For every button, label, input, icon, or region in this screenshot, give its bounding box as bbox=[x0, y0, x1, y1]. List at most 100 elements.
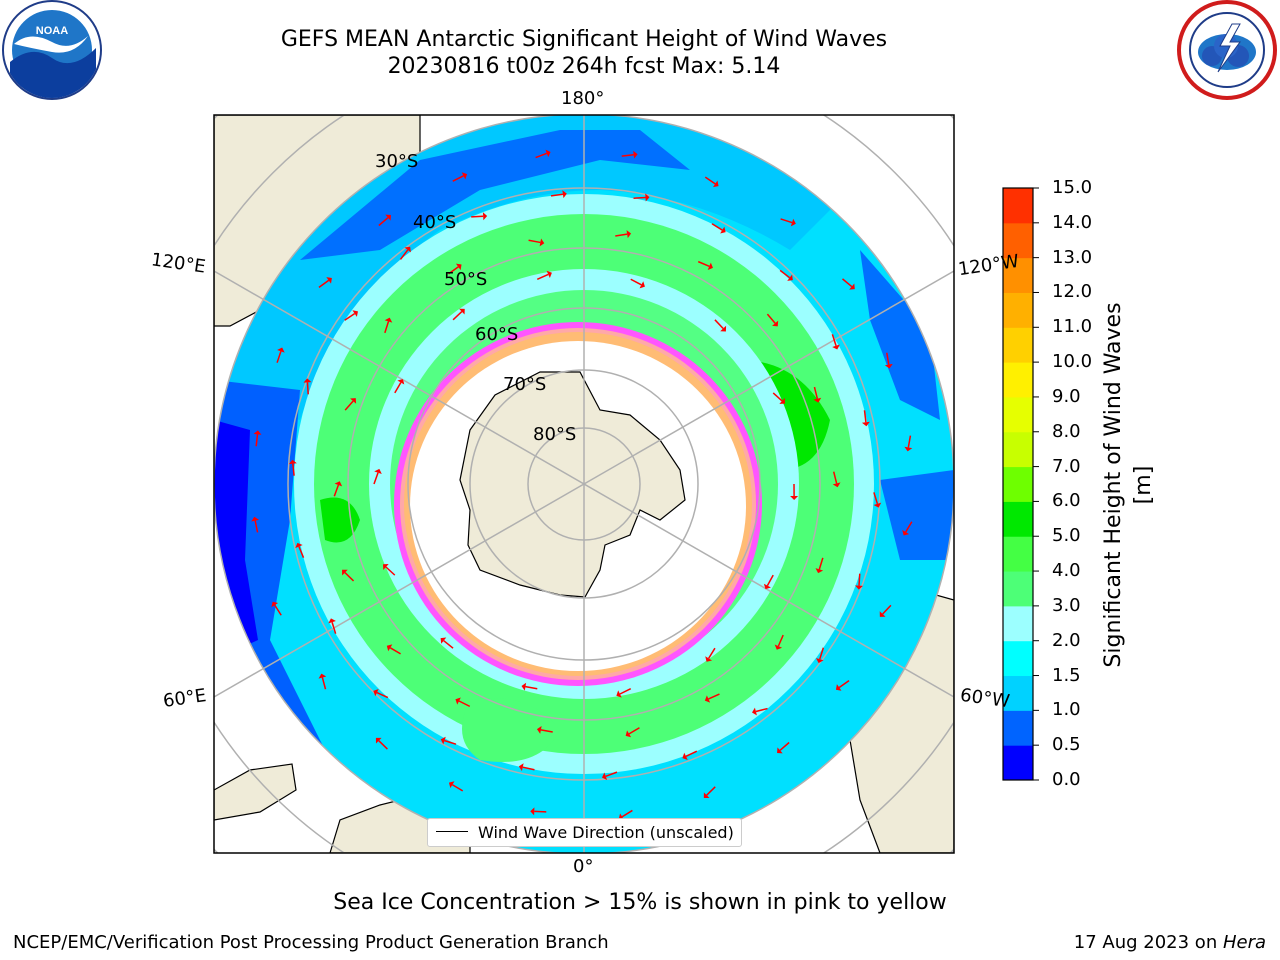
wave-arrow-shaft bbox=[378, 740, 388, 750]
colorbar-swatch bbox=[1003, 466, 1033, 502]
wave-arrow-head bbox=[712, 180, 719, 188]
colorbar-tick-label: 12.0 bbox=[1052, 281, 1093, 303]
wave-arrow-head bbox=[884, 363, 893, 369]
lat-label-80s: 80°S bbox=[533, 424, 577, 445]
footer-credit: NCEP/EMC/Verification Post Processing Pr… bbox=[13, 932, 609, 953]
wave-arrow-head bbox=[455, 697, 461, 705]
colorbar-swatch bbox=[1003, 640, 1033, 677]
colorbar-tick-label: 13.0 bbox=[1052, 246, 1093, 268]
wave-arrow-shaft bbox=[706, 786, 716, 796]
colorbar-tick-label: 5.0 bbox=[1052, 525, 1081, 547]
wave-arrow-head bbox=[601, 772, 608, 781]
wave-arrow-shaft bbox=[605, 771, 618, 777]
wave-arrow-head bbox=[448, 781, 455, 789]
wave-arrow-shaft bbox=[842, 278, 853, 288]
wave-arrow-shaft bbox=[780, 218, 793, 224]
wave-arrow-head bbox=[704, 695, 711, 703]
wave-arrow-shaft bbox=[276, 351, 282, 363]
wave-arrow-shaft bbox=[708, 693, 720, 700]
wave-arrow-head bbox=[815, 568, 824, 574]
wave-arrow-shaft bbox=[525, 685, 538, 690]
wave-arrow-shaft bbox=[385, 566, 396, 576]
wave-arrow-head bbox=[518, 763, 524, 772]
wave-arrow-head bbox=[849, 283, 855, 290]
wave-arrow-shaft bbox=[882, 604, 892, 615]
wave-arrow-head bbox=[536, 725, 542, 734]
wave-arrow-head bbox=[295, 542, 303, 549]
footer-date-text: 17 Aug 2023 on bbox=[1073, 932, 1223, 953]
footer-machine: Hera bbox=[1222, 932, 1266, 953]
wave-arrow-shaft bbox=[399, 249, 409, 260]
wave-arrow-shaft bbox=[443, 640, 454, 649]
colorbar-border bbox=[1002, 187, 1034, 781]
wave-arrow-shaft bbox=[886, 352, 890, 365]
colorbar-tick-label: 0.0 bbox=[1052, 769, 1081, 790]
wave-arrow-head bbox=[373, 688, 379, 697]
wave-arrow-shaft bbox=[766, 574, 774, 586]
lon-label-0: 0° bbox=[573, 856, 594, 877]
colorbar-tick-label: 6.0 bbox=[1052, 490, 1081, 512]
wave-arrow-shaft bbox=[528, 239, 541, 244]
wave-arrow-head bbox=[720, 226, 726, 234]
wave-arrow-head bbox=[626, 230, 632, 239]
wave-arrow-shaft bbox=[779, 741, 790, 751]
wave-arrow-shaft bbox=[697, 260, 710, 268]
wave-arrow-shaft bbox=[621, 809, 633, 818]
wave-arrow-shaft bbox=[344, 400, 354, 411]
wave-arrow-shaft bbox=[321, 677, 327, 690]
wave-arrow-shaft bbox=[863, 410, 867, 423]
wave-arrow-shaft bbox=[619, 688, 632, 695]
colorbar-swatch bbox=[1003, 710, 1033, 746]
lat-label-70s: 70°S bbox=[503, 374, 547, 395]
colorbar-swatch bbox=[1003, 327, 1033, 363]
colorbar-swatch bbox=[1003, 362, 1033, 398]
wave-arrow-head bbox=[342, 569, 348, 576]
wave-arrow-shaft bbox=[452, 311, 463, 321]
map-legend: Wind Wave Direction (unscaled) bbox=[427, 818, 742, 847]
graticule bbox=[214, 115, 954, 853]
wave-arrow-head bbox=[383, 564, 389, 570]
wave-arrow-head bbox=[813, 397, 822, 403]
wave-arrow-shaft bbox=[378, 217, 389, 227]
wave-arrow-head bbox=[873, 502, 882, 508]
wave-arrow-shaft bbox=[254, 520, 259, 533]
wave-arrow-shaft bbox=[292, 463, 295, 476]
wave-arrow-shaft bbox=[384, 321, 390, 334]
wave-arrow-shaft bbox=[536, 273, 549, 280]
wave-arrow-shaft bbox=[298, 546, 305, 558]
colorbar-swatch bbox=[1003, 571, 1033, 607]
wave-arrow-shaft bbox=[633, 196, 646, 200]
wave-arrow-head bbox=[326, 277, 332, 284]
colorbar-label: Significant Height of Wind Waves [m] bbox=[1101, 302, 1156, 668]
wave-arrow-head bbox=[374, 468, 382, 475]
wave-arrow-shaft bbox=[306, 382, 309, 395]
wave-arrow-head bbox=[707, 262, 713, 270]
wave-arrow-shaft bbox=[389, 647, 401, 655]
colorbar-tick-label: 1.5 bbox=[1052, 664, 1081, 686]
wave-arrow-shaft bbox=[615, 233, 628, 237]
colorbar-swatch bbox=[1003, 257, 1033, 293]
wave-arrow-head bbox=[440, 637, 447, 644]
wave-arrow-shaft bbox=[708, 647, 716, 659]
wave-arrow-shaft bbox=[772, 392, 783, 402]
wave-arrow-head bbox=[385, 214, 391, 221]
lat-label-60s: 60°S bbox=[475, 324, 519, 345]
wave-arrow-shaft bbox=[818, 557, 824, 570]
wave-arrow-head bbox=[772, 320, 779, 327]
colorbar-swatch bbox=[1003, 222, 1033, 259]
wave-arrow-head bbox=[904, 446, 913, 452]
wave-arrow-shaft bbox=[621, 153, 634, 157]
sea-ice-caption: Sea Ice Concentration > 15% is shown in … bbox=[333, 890, 947, 915]
wave-arrow-shaft bbox=[344, 572, 355, 582]
wave-arrow-shaft bbox=[704, 176, 716, 185]
wave-arrow-head bbox=[397, 379, 405, 385]
wave-arrow-shaft bbox=[448, 266, 459, 275]
wave-arrow-shaft bbox=[458, 700, 471, 708]
wave-arrow-head bbox=[790, 218, 796, 227]
lat-label-30s: 30°S bbox=[375, 151, 419, 172]
lat-label-50s: 50°S bbox=[444, 269, 488, 290]
antarctica-land bbox=[459, 371, 686, 598]
colorbar-swatch bbox=[1003, 745, 1033, 781]
wave-arrow-head bbox=[459, 308, 465, 315]
colorbar-swatch bbox=[1003, 501, 1033, 537]
